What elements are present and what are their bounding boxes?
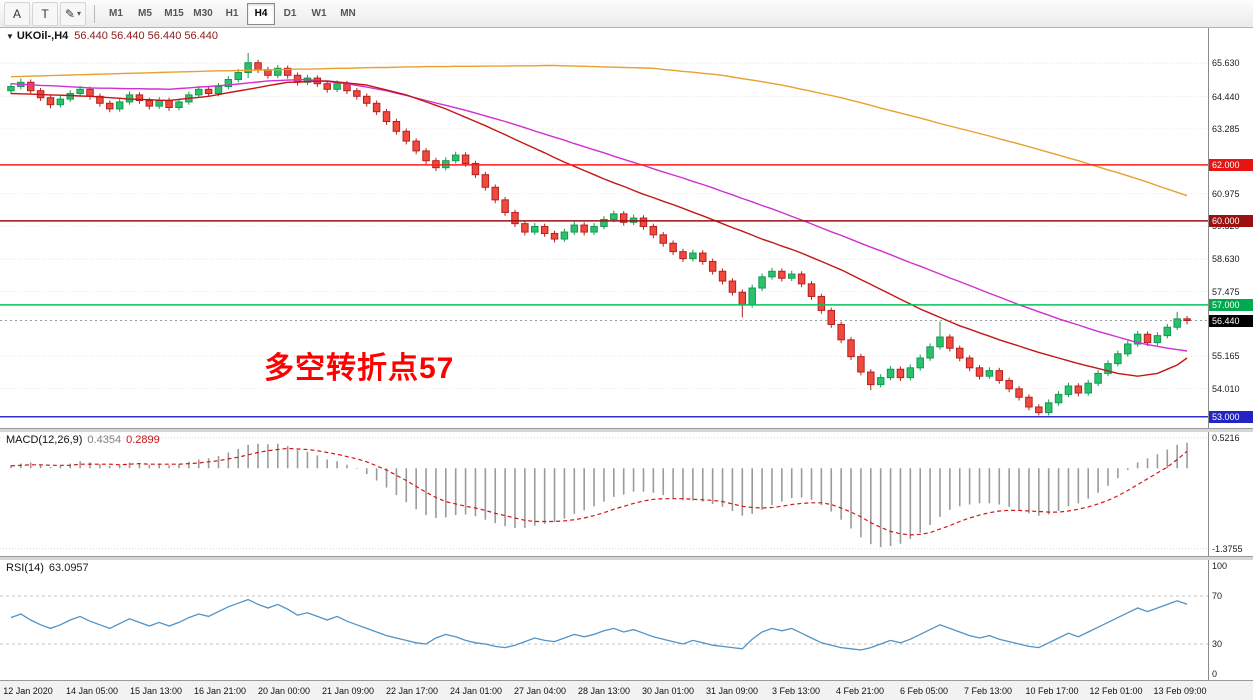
rsi-panel: RSI(14) 63.0957 100 70 30 0 (0, 560, 1253, 680)
chevron-down-icon: ▾ (77, 9, 82, 18)
ma-fast-line (10, 80, 1188, 377)
symbol-period-label: UKOil-,H4 (16, 30, 69, 42)
time-label: 30 Jan 01:00 (641, 686, 695, 696)
macd-signal-line (10, 447, 1188, 536)
text-tool-label: T (41, 6, 49, 21)
macd-label: MACD(12,26,9) 0.4354 0.2899 (6, 434, 160, 446)
price-tick: 57.475 (1212, 286, 1240, 297)
price-tick: 55.165 (1212, 351, 1240, 362)
price-tick: 64.440 (1212, 91, 1240, 102)
rsi-plot: RSI(14) 63.0957 (0, 560, 1208, 680)
chart-text-annotation[interactable]: 多空转折点57 (264, 352, 455, 385)
price-tick: 58.630 (1212, 254, 1240, 265)
rsi-canvas[interactable] (0, 560, 1208, 680)
time-label: 10 Feb 17:00 (1025, 686, 1079, 696)
candles (7, 52, 1191, 416)
rsi-line (10, 598, 1188, 651)
timeframe-m15[interactable]: M15 (164, 8, 184, 19)
draw-tool-button[interactable]: ✎ ▾ (60, 1, 86, 26)
main-chart-panel: ▼ UKOil-,H4 56.440 56.440 56.440 56.440 多空… (0, 28, 1253, 428)
timeframe-group: M1 M5 M15 M30 H1 H4 D1 W1 MN (102, 2, 362, 25)
panel-splitter[interactable] (0, 428, 1253, 432)
ma-medium-line (10, 78, 1188, 352)
toolbar: A T ✎ ▾ M1 M5 M15 M30 H1 H4 D1 W1 MN (0, 0, 1253, 28)
time-label: 7 Feb 13:00 (963, 686, 1013, 696)
price-chart-plot: ▼ UKOil-,H4 56.440 56.440 56.440 56.440 多空… (0, 28, 1208, 428)
rsi-name: RSI(14) (6, 562, 44, 574)
chart-window: ▼ UKOil-,H4 56.440 56.440 56.440 56.440 多空… (0, 28, 1253, 700)
price-label-57.000: 57.000 (1209, 298, 1253, 311)
price-chart-canvas[interactable] (0, 28, 1208, 428)
macd-tick: -1.3755 (1212, 543, 1243, 554)
collapse-triangle-icon[interactable]: ▼ (6, 32, 14, 41)
rsi-tick: 70 (1212, 591, 1223, 601)
price-label-53.000: 53.000 (1209, 410, 1253, 423)
time-label: 24 Jan 01:00 (449, 686, 503, 696)
time-axis[interactable]: 12 Jan 2020 14 Jan 05:00 15 Jan 13:00 16 Ja… (0, 680, 1253, 700)
time-label: 13 Feb 09:00 (1153, 686, 1207, 696)
timeframe-m1[interactable]: M1 (109, 8, 123, 19)
rsi-tick: 100 (1212, 561, 1228, 571)
macd-tick: 0.5216 (1212, 432, 1240, 443)
cursor-tool-label: A (12, 6, 21, 21)
time-label: 20 Jan 00:00 (257, 686, 311, 696)
macd-canvas[interactable] (0, 432, 1208, 556)
price-label-60.000: 60.000 (1209, 214, 1253, 227)
chart-title: ▼ UKOil-,H4 56.440 56.440 56.440 56.440 (6, 30, 218, 42)
time-label: 22 Jan 17:00 (385, 686, 439, 696)
timeframe-mn[interactable]: MN (340, 8, 356, 19)
time-label: 31 Jan 09:00 (705, 686, 759, 696)
rsi-value: 63.0957 (48, 562, 89, 574)
time-label: 27 Jan 04:00 (513, 686, 567, 696)
rsi-tick: 0 (1212, 669, 1218, 679)
price-tick: 60.975 (1212, 188, 1240, 199)
ohlc-values: 56.440 56.440 56.440 56.440 (74, 30, 219, 42)
price-label-62.000: 62.000 (1209, 158, 1253, 171)
macd-signal-value: 0.2899 (126, 434, 160, 446)
macd-axis[interactable]: 0.5216 -1.3755 (1208, 432, 1253, 556)
time-label: 3 Feb 13:00 (771, 686, 821, 696)
timeframe-d1[interactable]: D1 (283, 8, 297, 19)
macd-value: 0.4354 (87, 434, 122, 446)
time-label: 6 Feb 05:00 (899, 686, 949, 696)
time-label: 28 Jan 13:00 (577, 686, 631, 696)
time-label: 12 Jan 2020 (3, 686, 53, 696)
macd-name: MACD(12,26,9) (6, 434, 83, 446)
timeframe-m30[interactable]: M30 (193, 8, 213, 19)
text-tool-button[interactable]: T (32, 1, 58, 26)
rsi-label: RSI(14) 63.0957 (6, 562, 89, 574)
rsi-axis[interactable]: 100 70 30 0 (1208, 560, 1253, 680)
timeframe-m5[interactable]: M5 (138, 8, 152, 19)
time-label: 12 Feb 01:00 (1089, 686, 1143, 696)
pencil-icon: ✎ (64, 6, 76, 21)
current-price-label: 56.440 (1209, 314, 1253, 327)
macd-histogram (10, 442, 1188, 548)
price-tick: 54.010 (1212, 383, 1240, 394)
cursor-tool-button[interactable]: A (4, 1, 30, 26)
price-tick: 63.285 (1212, 123, 1240, 134)
timeframe-h1[interactable]: H1 (225, 8, 239, 19)
time-label: 15 Jan 13:00 (129, 686, 183, 696)
timeframe-h4[interactable]: H4 (247, 2, 275, 25)
time-label: 14 Jan 05:00 (65, 686, 119, 696)
time-label: 16 Jan 21:00 (193, 686, 247, 696)
toolbar-separator (94, 4, 95, 23)
price-tick: 65.630 (1212, 58, 1240, 69)
panel-splitter-2[interactable] (0, 556, 1253, 560)
ma-slow-line (10, 64, 1188, 197)
macd-panel: MACD(12,26,9) 0.4354 0.2899 0.5216 -1.3755 (0, 432, 1253, 556)
timeframe-w1[interactable]: W1 (311, 8, 327, 19)
rsi-tick: 30 (1212, 639, 1223, 649)
time-label: 21 Jan 09:00 (321, 686, 375, 696)
time-label: 4 Feb 21:00 (835, 686, 885, 696)
price-axis[interactable]: 65.63064.44063.28560.97559.82058.63057.4… (1208, 28, 1253, 428)
macd-plot: MACD(12,26,9) 0.4354 0.2899 (0, 432, 1208, 556)
